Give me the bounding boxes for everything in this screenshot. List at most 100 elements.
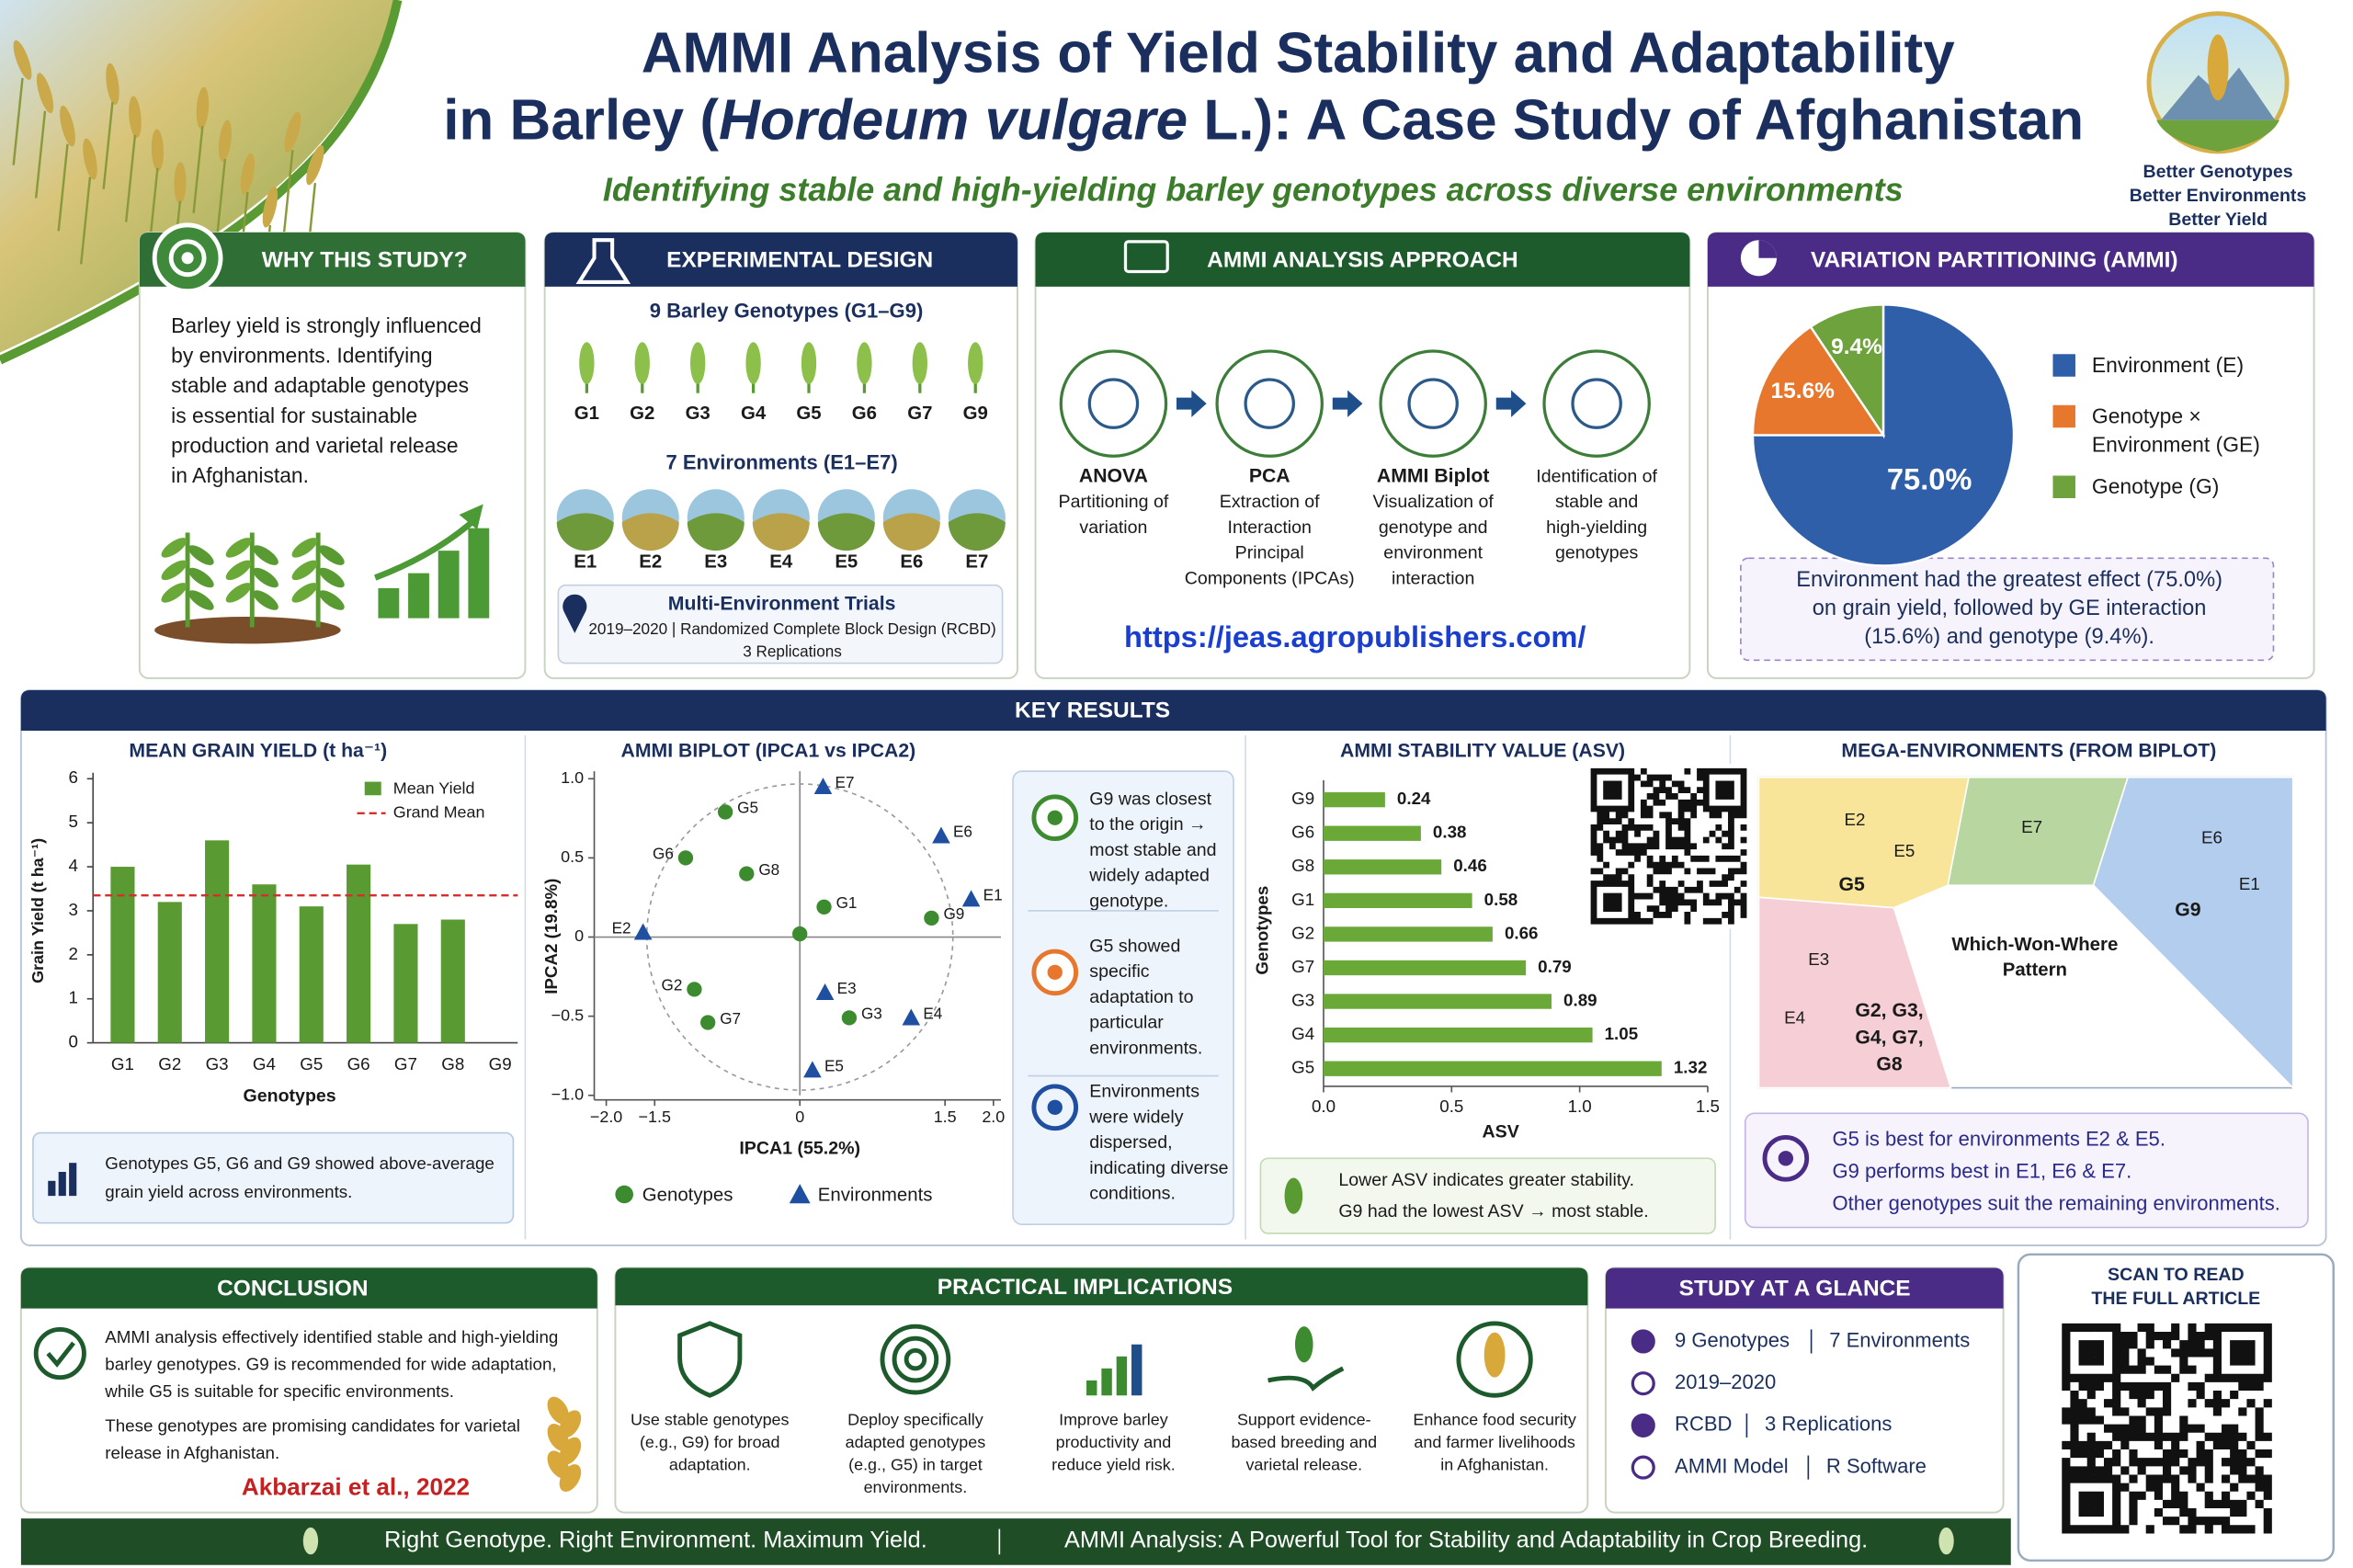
note-icon-inner — [1047, 1099, 1063, 1115]
step-icon-inner — [1087, 378, 1140, 429]
step-title: ANOVA — [1079, 466, 1148, 487]
seedling-leaf — [225, 583, 252, 603]
implication-text: (e.g., G5) in target — [848, 1456, 983, 1474]
wheat-ear — [106, 62, 119, 106]
environment-label: E1 — [2239, 874, 2260, 893]
panel-header — [1707, 233, 2314, 287]
data-label: 0.79 — [1538, 957, 1572, 976]
seedling-leaf — [188, 545, 214, 565]
illustration-arrowhead — [459, 504, 483, 530]
x-tick-label: 0.5 — [1439, 1096, 1463, 1116]
why-text: Barley yield is strongly influenced — [171, 313, 482, 337]
y-tick-label: 0 — [574, 926, 584, 945]
x-tick-label: G1 — [111, 1054, 134, 1074]
variation-note: (15.6%) and genotype (9.4%). — [1864, 625, 2154, 649]
header-field-image — [0, 0, 398, 353]
seedling-leaf — [188, 567, 214, 588]
x-tick-label: −2.0 — [590, 1108, 622, 1126]
y-tick-label: 2 — [68, 944, 77, 963]
y-axis-label: Genotypes — [1253, 886, 1272, 975]
icon-bar — [1101, 1368, 1112, 1396]
glance-icon — [1631, 1455, 1655, 1480]
note-text: grain yield across environments. — [105, 1182, 352, 1201]
step-text: Identification of — [1536, 466, 1657, 486]
logo-field — [2156, 119, 2279, 152]
icon-wheat — [1483, 1332, 1506, 1378]
footer-icon — [302, 1527, 319, 1555]
qr-code — [2062, 1323, 2272, 1534]
y-tick-label: G9 — [1291, 789, 1314, 808]
glance-icon — [1631, 1413, 1655, 1437]
legend-label: Genotypes — [642, 1186, 733, 1206]
environment-label: E6 — [2201, 828, 2222, 847]
genotype-label: G1 — [574, 403, 599, 424]
x-tick-label: −1.5 — [639, 1108, 671, 1126]
step-icon-inner — [1244, 378, 1295, 429]
note-text: specific — [1089, 961, 1149, 982]
data-label: 1.32 — [1674, 1058, 1708, 1077]
environment-label: E6 — [900, 552, 923, 573]
panel-heading: EXPERIMENTAL DESIGN — [666, 248, 933, 273]
seedling-leaf — [161, 583, 188, 603]
note-text: were widely — [1088, 1107, 1183, 1127]
genotype-label: G2 — [630, 403, 654, 424]
implication-text: adapted genotypes — [846, 1433, 986, 1451]
y-axis-label: Grain Yield (t ha⁻¹) — [28, 838, 47, 983]
step-text: high-yielding — [1546, 517, 1647, 538]
note-text: G5 is best for environments E2 & E5. — [1832, 1128, 2165, 1151]
wheat-decor — [559, 1437, 582, 1465]
genotype-point — [792, 926, 808, 942]
environment-icon-field — [948, 513, 1006, 551]
point-label: E2 — [612, 919, 631, 937]
note-text: adaptation to — [1089, 987, 1193, 1007]
environment-label: E2 — [639, 552, 662, 573]
seedling-leaf — [291, 560, 318, 581]
environment-point — [803, 1061, 822, 1078]
icon-hand — [1267, 1366, 1345, 1392]
step-icon — [1059, 349, 1168, 458]
point-label: G1 — [836, 893, 858, 912]
pattern-label: Which-Won-Where — [1951, 935, 2118, 955]
data-label: 0.38 — [1433, 823, 1467, 842]
legend-swatch — [2052, 404, 2075, 428]
data-label: 0.46 — [1453, 856, 1487, 875]
seedling-leaf — [161, 538, 188, 558]
note-box — [1740, 557, 2275, 662]
note-text: dispersed, — [1089, 1132, 1172, 1153]
y-tick-label: G3 — [1291, 991, 1314, 1010]
trials-box — [557, 584, 1004, 665]
wheat-ear — [13, 40, 32, 80]
icon-target — [880, 1324, 951, 1395]
note-box — [32, 1131, 515, 1224]
implication-text: environments. — [864, 1478, 968, 1496]
panel-heading: STUDY AT A GLANCE — [1679, 1277, 1911, 1301]
genotype-label: G5 — [796, 403, 821, 424]
step-text: genotype and — [1379, 517, 1488, 538]
variation-note: on grain yield, followed by GE interacti… — [1813, 597, 2207, 620]
logo-tagline: Better Genotypes — [2143, 162, 2292, 182]
step-text: environment — [1383, 543, 1483, 563]
environment-label: E7 — [2021, 817, 2042, 836]
step-arrow — [1176, 390, 1207, 417]
icon-check-mark — [46, 1341, 75, 1368]
data-label: 1.05 — [1605, 1024, 1639, 1043]
note-icon — [48, 1180, 56, 1197]
genotype-label: G9 — [963, 403, 988, 424]
y-tick-label: 1 — [68, 988, 77, 1007]
conclusion-text: These genotypes are promising candidates… — [105, 1415, 520, 1435]
environment-icon-field — [752, 513, 810, 551]
note-text: Other genotypes suit the remaining envir… — [1832, 1192, 2279, 1215]
x-axis-label: Genotypes — [244, 1086, 336, 1107]
glance-text: 2019–2020 — [1675, 1370, 1776, 1393]
step-text: Extraction of — [1220, 492, 1320, 512]
environment-label: E7 — [965, 552, 988, 573]
note-text: indicating diverse — [1089, 1158, 1228, 1178]
seedling-leaf — [291, 538, 318, 558]
x-tick-label: G9 — [489, 1054, 512, 1074]
glance-icon — [1631, 1371, 1655, 1396]
wheat-stem — [79, 176, 92, 265]
genotype-point — [677, 850, 694, 866]
point-label: E1 — [983, 885, 1003, 903]
bar — [1324, 791, 1385, 808]
icon-shield — [677, 1321, 743, 1398]
